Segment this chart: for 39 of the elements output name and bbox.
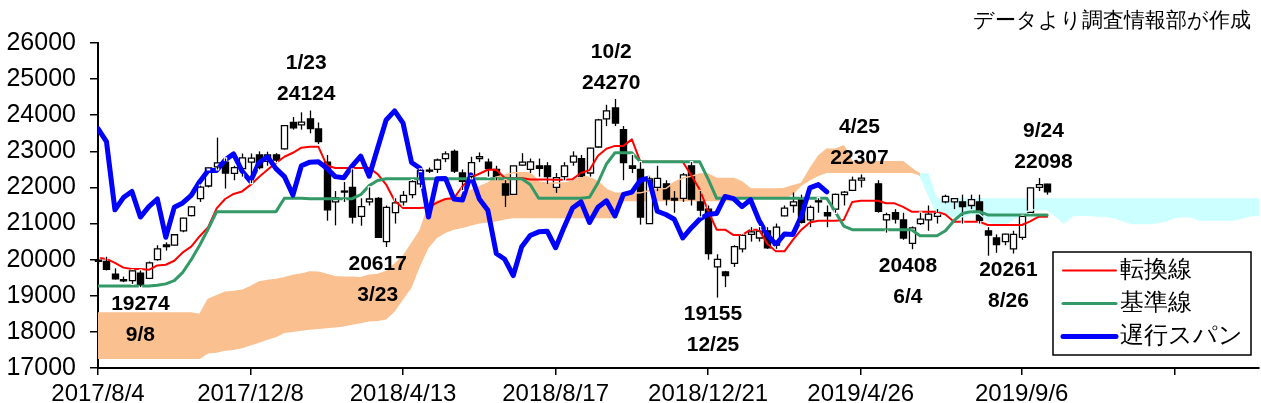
annotation: 20261 bbox=[979, 257, 1038, 281]
y-tick-label: 26000 bbox=[6, 26, 76, 55]
annotation: 12/25 bbox=[686, 332, 740, 356]
annotation: 19274 bbox=[111, 290, 170, 314]
annotation: 22307 bbox=[830, 145, 889, 169]
y-tick-label: 19000 bbox=[6, 279, 76, 308]
legend-label: 基準線 bbox=[1120, 287, 1192, 316]
annotation: 10/2 bbox=[590, 38, 632, 62]
annotation: 9/24 bbox=[1023, 117, 1065, 141]
text: データより調査情報部が作成 bbox=[973, 8, 1251, 33]
y-tick-label: 24000 bbox=[6, 99, 76, 128]
y-tick-label: 23000 bbox=[6, 135, 76, 164]
x-tick-label: 2017/8/4 bbox=[51, 379, 145, 403]
annotation: 22098 bbox=[1014, 148, 1074, 172]
annotation: 8/26 bbox=[987, 288, 1029, 312]
x-tick-label: 2019/4/26 bbox=[807, 379, 915, 403]
y-tick-label: 21000 bbox=[6, 207, 76, 236]
x-tick-label: 2019/9/6 bbox=[975, 379, 1069, 403]
annotation: 4/25 bbox=[839, 114, 881, 138]
legend-label: 遅行スパン bbox=[1120, 320, 1243, 349]
y-tick-label: 18000 bbox=[6, 315, 76, 344]
annotation: 24124 bbox=[277, 81, 336, 105]
x-tick-label: 2018/4/13 bbox=[349, 379, 457, 403]
annotation: 20408 bbox=[878, 252, 938, 276]
legend-label: 転換線 bbox=[1120, 254, 1192, 283]
annotation: 3/23 bbox=[357, 281, 399, 305]
x-tick-label: 2018/12/21 bbox=[648, 379, 769, 403]
x-tick-label: 2017/12/8 bbox=[197, 379, 304, 403]
x-tick-label: 2018/8/17 bbox=[502, 379, 610, 403]
annotation: 20617 bbox=[348, 250, 407, 274]
y-tick-label: 25000 bbox=[6, 63, 76, 91]
y-tick-label: 17000 bbox=[6, 351, 76, 380]
annotation: 19155 bbox=[683, 301, 743, 325]
annotation: 1/23 bbox=[285, 50, 327, 74]
annotation: 24270 bbox=[582, 69, 641, 93]
annotation: 6/4 bbox=[893, 283, 923, 307]
y-tick-label: 20000 bbox=[6, 243, 76, 272]
annotation: 9/8 bbox=[125, 321, 156, 345]
y-tick-label: 22000 bbox=[6, 171, 76, 200]
